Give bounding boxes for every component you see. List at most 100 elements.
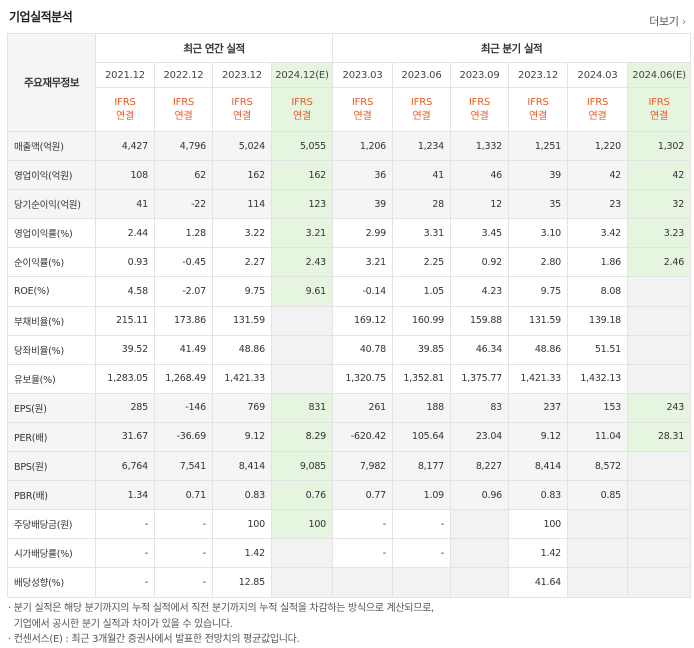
more-link[interactable]: 더보기 › bbox=[649, 13, 686, 29]
table-cell: 769 bbox=[212, 392, 272, 423]
table-cell: 39.85 bbox=[392, 334, 452, 365]
note-text: 기업에서 공시한 분기 실적과 차이가 있을 수 있습니다. bbox=[13, 618, 233, 630]
table-cell: -0.14 bbox=[332, 276, 394, 307]
table-cell: 243 bbox=[627, 392, 692, 423]
ifrs-header: IFRS 연결 bbox=[508, 87, 569, 132]
table-cell: 4.58 bbox=[95, 276, 155, 307]
period-header: 2024.03 bbox=[567, 62, 629, 88]
table-cell: -36.69 bbox=[154, 421, 213, 453]
table-cell: 31.67 bbox=[95, 421, 155, 453]
row-label: 주당배당금(원) bbox=[7, 509, 96, 540]
footnote: · 분기 실적은 해당 분기까지의 누적 실적에서 직전 분기까지의 누적 실적… bbox=[8, 603, 434, 614]
row-label: 부채비율(%) bbox=[7, 305, 96, 336]
consolidated-label: 연결 bbox=[233, 110, 251, 122]
table-cell: 1.86 bbox=[567, 247, 629, 278]
table-cell: - bbox=[392, 538, 452, 569]
table-cell: 0.96 bbox=[450, 480, 510, 511]
ifrs-label: IFRS bbox=[291, 96, 313, 108]
table-cell: 0.77 bbox=[332, 480, 394, 511]
table-cell: 9.12 bbox=[212, 421, 272, 453]
table-cell: 9.12 bbox=[508, 421, 569, 453]
table-cell: -0.45 bbox=[154, 247, 213, 278]
period-header: 2022.12 bbox=[154, 62, 213, 88]
period-header-row: 2021.12 2022.12 2023.12 2024.12(E) 2023.03 20… bbox=[8, 62, 692, 88]
table-cell: 114 bbox=[212, 189, 272, 220]
table-cell: 46 bbox=[450, 160, 510, 191]
section-title: 기업실적분석 bbox=[9, 10, 73, 24]
table-cell: 46.34 bbox=[450, 334, 510, 365]
row-label: 순이익률(%) bbox=[7, 247, 96, 278]
table-cell: 2.46 bbox=[627, 247, 692, 278]
table-cell: 28 bbox=[392, 189, 452, 220]
table-cell: - bbox=[332, 538, 394, 569]
footnote: · 컨센서스(E) : 최근 3개월간 증권사에서 발표한 전망치의 평균값입니… bbox=[8, 634, 300, 645]
table-cell: 3.21 bbox=[270, 218, 334, 249]
table-cell: 41.64 bbox=[508, 567, 569, 598]
table-cell: 285 bbox=[95, 392, 155, 423]
table-cell: 51.51 bbox=[567, 334, 629, 365]
table-cell: -146 bbox=[154, 392, 213, 423]
table-cell: 105.64 bbox=[392, 421, 452, 453]
table-cell: 4,796 bbox=[154, 130, 213, 162]
table-cell: 28.31 bbox=[627, 421, 692, 453]
ifrs-label: IFRS bbox=[172, 96, 195, 108]
table-cell: 173.86 bbox=[154, 305, 213, 336]
table-row: 당좌비율(%) 39.52 41.49 48.86 40.78 39.85 46.34 48.… bbox=[7, 334, 692, 365]
consolidated-label: 연결 bbox=[470, 110, 489, 122]
consolidated-label: 연결 bbox=[529, 110, 548, 122]
note-text: 컨센서스(E) : 최근 3개월간 증권사에서 발표한 전망치의 평균값입니다. bbox=[13, 634, 300, 645]
table-row: 당기순이익(억원) 41 -22 114 123 39 28 12 35 23 32 bbox=[7, 189, 692, 220]
table-cell bbox=[627, 276, 692, 307]
table-row: 유보율(%) 1,283.05 1,268.49 1,421.33 1,320.75 1,… bbox=[7, 363, 692, 394]
table-cell: 139.18 bbox=[567, 305, 629, 336]
table-cell: - bbox=[95, 567, 155, 598]
table-cell: 1,320.75 bbox=[332, 363, 394, 394]
table-cell: 1.09 bbox=[392, 480, 452, 511]
period-header: 2023.12 bbox=[508, 62, 569, 88]
row-label: ROE(%) bbox=[7, 276, 96, 307]
table-cell: 12.85 bbox=[212, 567, 272, 598]
table-row: 배당성향(%) - -12.85 41.64 bbox=[7, 567, 692, 598]
table-cell: 11.04 bbox=[567, 421, 629, 453]
table-cell: 1,352.81 bbox=[392, 363, 452, 394]
table-cell: 1,421.33 bbox=[212, 363, 272, 394]
table-row: 매출액(억원) 4,427 4,796 5,024 5,055 1,206 1,234 1,3… bbox=[7, 130, 692, 162]
table-cell bbox=[270, 538, 334, 569]
table-cell: 41 bbox=[95, 189, 155, 220]
period-header: 2023.09 bbox=[450, 62, 510, 88]
table-cell: 9.75 bbox=[212, 276, 272, 307]
table-cell: 162 bbox=[270, 160, 334, 191]
row-label: 시가배당률(%) bbox=[7, 538, 96, 569]
row-label: 영업이익률(%) bbox=[7, 218, 96, 249]
ifrs-label: IFRS bbox=[648, 96, 670, 108]
table-cell: 3.10 bbox=[508, 218, 569, 249]
table-row: 영업이익률(%) 2.44 1.28 3.22 3.21 2.99 3.31 3.45 3.10… bbox=[7, 218, 692, 249]
table-row: 순이익률(%) 0.93 -0.45 2.27 2.43 3.21 2.25 0.92 2.80… bbox=[7, 247, 692, 278]
table-row: 부채비율(%) 215.11 173.86 131.59 169.12 160.99 159… bbox=[7, 305, 692, 336]
period-header: 2024.12(E) bbox=[270, 62, 334, 88]
row-label: 매출액(억원) bbox=[7, 130, 96, 162]
table-cell: 41 bbox=[392, 160, 452, 191]
table-cell: 123 bbox=[270, 189, 334, 220]
table-cell: 8.29 bbox=[270, 421, 334, 453]
footnotes: · 분기 실적은 해당 분기까지의 누적 실적에서 직전 분기까지의 누적 실적… bbox=[8, 601, 434, 648]
table-cell: 1,375.77 bbox=[450, 363, 510, 394]
table-cell: 8,414 bbox=[508, 451, 569, 482]
table-cell: - bbox=[392, 509, 452, 540]
table-cell: 41.49 bbox=[154, 334, 213, 365]
table-cell: 23 bbox=[567, 189, 629, 220]
table-cell: - bbox=[154, 567, 213, 598]
table-cell: 1,421.33 bbox=[508, 363, 569, 394]
table-cell: 1,220 bbox=[567, 130, 629, 162]
consolidated-label: 연결 bbox=[412, 110, 431, 122]
table-cell bbox=[627, 509, 692, 540]
ifrs-header: IFRS 연결 bbox=[154, 87, 213, 132]
table-cell: 83 bbox=[450, 392, 510, 423]
table-cell bbox=[567, 567, 629, 598]
consolidated-label: 연결 bbox=[116, 110, 134, 122]
table-cell: 831 bbox=[270, 392, 334, 423]
consolidated-label: 연결 bbox=[588, 110, 607, 122]
table-cell: 100 bbox=[508, 509, 569, 540]
table-cell: 23.04 bbox=[450, 421, 510, 453]
